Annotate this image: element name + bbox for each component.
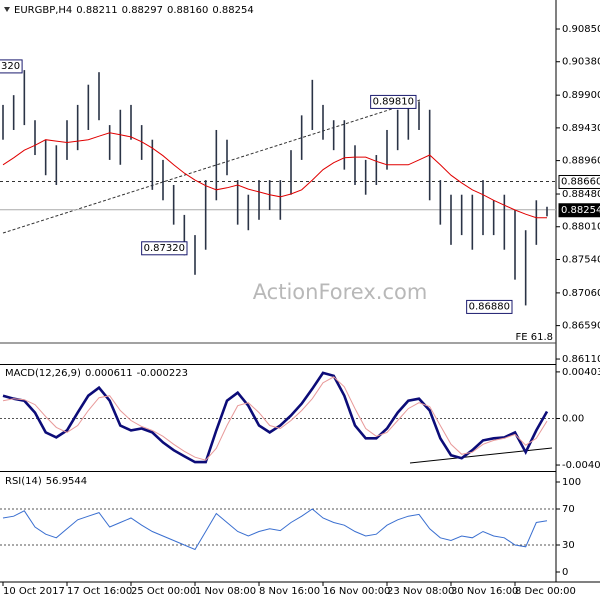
y-tick-label: 0.88960: [562, 156, 600, 167]
indicator-line: [2, 371, 549, 464]
header-close: 0.88254: [212, 5, 253, 16]
indicator-line: [2, 508, 548, 551]
level-label: 0.88660: [561, 176, 600, 187]
y-tick-label: 0.86110: [562, 354, 600, 365]
macd-trend-line: [409, 447, 553, 464]
y-tick-label: 0.88010: [562, 222, 600, 233]
y-tick-label: 0.89430: [562, 123, 600, 134]
annotation-box: [370, 94, 417, 109]
x-tick-label: 25 Oct 00:00: [131, 586, 196, 597]
chart-header: EURGBP,H4 0.88211 0.88297 0.88160 0.88254: [14, 5, 254, 16]
price-annotation: 0.87320: [144, 243, 185, 254]
header-high: 0.88297: [122, 5, 163, 16]
x-tick-label: 23 Nov 08:00: [387, 586, 454, 597]
fe-label: FE 61.8: [515, 332, 553, 343]
indicator-line: [2, 376, 548, 461]
indicator-name: MACD(12,26,9): [5, 368, 81, 379]
trend-line: [2, 99, 421, 234]
y-tick-label: 0.00403: [562, 367, 600, 378]
x-tick-label: 17 Oct 16:00: [67, 586, 132, 597]
header-low: 0.88160: [167, 5, 208, 16]
y-tick-label: 100: [562, 477, 581, 488]
level-label-box: [558, 174, 600, 189]
y-tick-label: 0.87540: [562, 254, 600, 265]
annotation-box: [0, 59, 23, 74]
indicator-title: RSI(14) 56.9544: [5, 476, 87, 487]
annotation-box: [466, 299, 513, 314]
symbol-icon: [4, 7, 10, 12]
y-tick-label: 0.87060: [562, 288, 600, 299]
indicator-title: MACD(12,26,9) 0.000611 -0.000223: [5, 368, 188, 379]
y-tick-label: -0.004021: [562, 460, 600, 471]
y-tick-label: 0.88480: [562, 189, 600, 200]
y-tick-label: 70: [562, 504, 575, 515]
x-tick-label: 30 Nov 16:00: [451, 586, 518, 597]
price-annotation: 320: [1, 61, 20, 72]
price-annotation: 0.89810: [373, 96, 414, 107]
level-label-box: [558, 203, 600, 218]
y-tick-label: 0.89900: [562, 90, 600, 101]
level-label: 0.88254: [561, 205, 600, 216]
y-tick-label: 0.90380: [562, 57, 600, 68]
indicator-value: 56.9544: [46, 476, 87, 487]
header-symbol: EURGBP,H4: [14, 5, 72, 16]
x-tick-label: 8 Dec 00:00: [515, 586, 576, 597]
annotation-box: [141, 241, 188, 256]
moving-average: [2, 132, 547, 219]
y-tick-label: 0.90850: [562, 24, 600, 35]
x-tick-label: 10 Oct 2017: [3, 586, 65, 597]
y-tick-label: 30: [562, 540, 575, 551]
y-tick-label: 0: [562, 567, 568, 578]
y-tick-label: 0.86590: [562, 321, 600, 332]
price-annotation: 0.86880: [469, 301, 510, 312]
indicator-name: RSI(14): [5, 476, 42, 487]
x-tick-label: 16 Nov 00:00: [323, 586, 390, 597]
x-tick-label: 8 Nov 16:00: [259, 586, 320, 597]
header-open: 0.88211: [76, 5, 117, 16]
watermark: ActionForex.com: [253, 280, 428, 304]
indicator-value: -0.000223: [137, 368, 188, 379]
indicator-value: 0.000611: [85, 368, 133, 379]
y-tick-label: 0.00: [562, 414, 584, 425]
x-tick-label: 1 Nov 08:00: [195, 586, 256, 597]
